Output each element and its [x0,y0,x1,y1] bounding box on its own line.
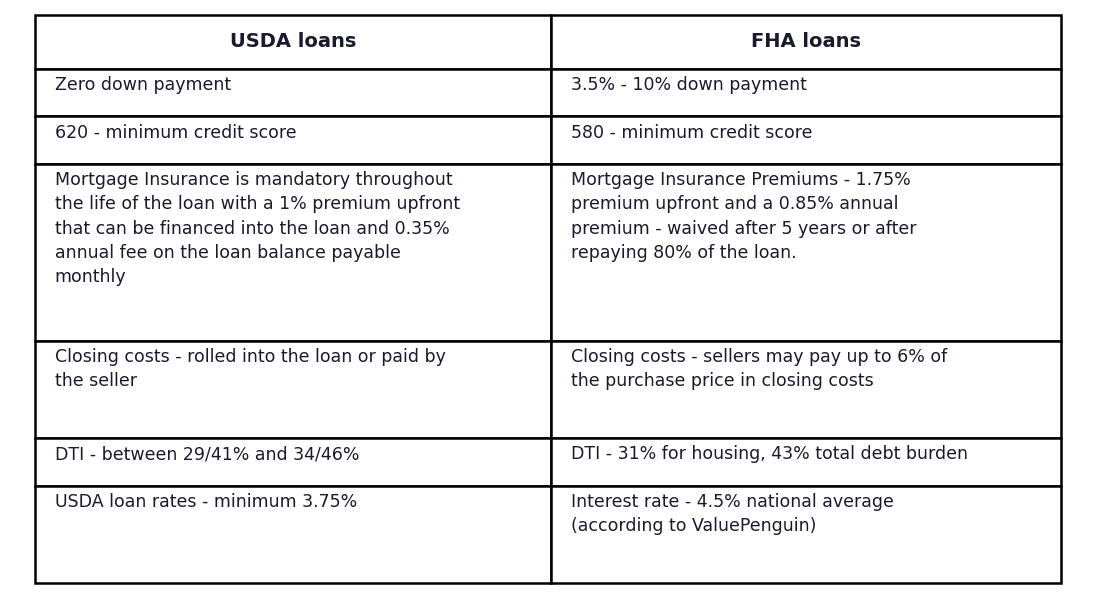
Text: Closing costs - rolled into the loan or paid by
the seller: Closing costs - rolled into the loan or … [55,347,446,390]
Bar [551,69,1061,117]
Text: DTI - 31% for housing, 43% total debt burden: DTI - 31% for housing, 43% total debt bu… [571,446,968,463]
Bar [551,15,1061,69]
Bar [35,117,551,164]
Bar [35,340,551,438]
Bar [551,340,1061,438]
Bar [35,69,551,117]
Text: Mortgage Insurance Premiums - 1.75%
premium upfront and a 0.85% annual
premium -: Mortgage Insurance Premiums - 1.75% prem… [571,171,916,262]
Bar [551,438,1061,486]
Text: 580 - minimum credit score: 580 - minimum credit score [571,124,812,142]
Text: DTI - between 29/41% and 34/46%: DTI - between 29/41% and 34/46% [55,446,359,463]
Bar [35,486,551,583]
Bar [35,15,551,69]
Text: FHA loans: FHA loans [751,32,861,51]
Text: Mortgage Insurance is mandatory throughout
the life of the loan with a 1% premiu: Mortgage Insurance is mandatory througho… [55,171,460,286]
Text: 620 - minimum credit score: 620 - minimum credit score [55,124,296,142]
Bar [551,117,1061,164]
Text: Zero down payment: Zero down payment [55,76,231,94]
Bar [551,164,1061,340]
Bar [551,486,1061,583]
Bar [35,164,551,340]
Text: USDA loans: USDA loans [230,32,356,51]
Bar [35,438,551,486]
Text: USDA loan rates - minimum 3.75%: USDA loan rates - minimum 3.75% [55,493,357,511]
Text: 3.5% - 10% down payment: 3.5% - 10% down payment [571,76,807,94]
Text: Closing costs - sellers may pay up to 6% of
the purchase price in closing costs: Closing costs - sellers may pay up to 6%… [571,347,947,390]
Text: Interest rate - 4.5% national average
(according to ValuePenguin): Interest rate - 4.5% national average (a… [571,493,894,535]
